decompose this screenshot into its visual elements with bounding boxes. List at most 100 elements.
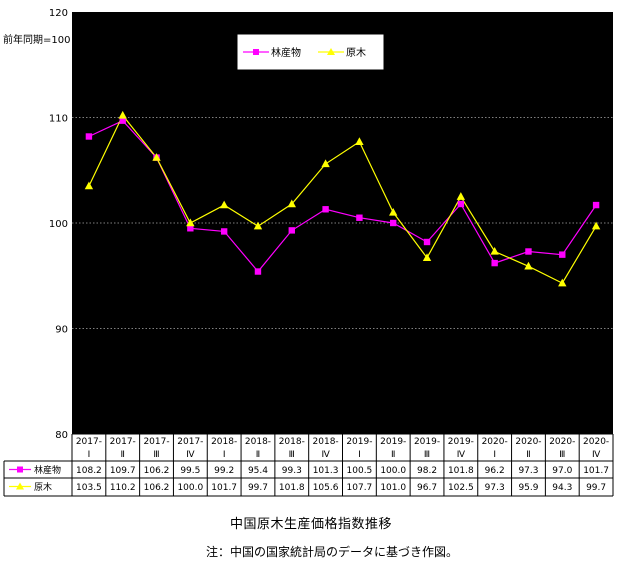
x-tick-quarter: Ⅰ (358, 450, 361, 460)
data-label-原木: 107.7 (347, 483, 373, 493)
x-tick-quarter: Ⅳ (457, 450, 466, 460)
data-point-林産物 (322, 206, 329, 213)
y-tick-label: 120 (49, 8, 68, 19)
x-tick-year: 2019- (414, 437, 440, 447)
x-tick-year: 2017- (76, 437, 102, 447)
data-point-原木 (524, 261, 533, 270)
x-tick-year: 2017- (177, 437, 203, 447)
table-legend-marker (17, 466, 23, 473)
data-label-原木: 103.5 (76, 483, 102, 493)
y-axis-ticks: 80 90 100 110 120 (49, 8, 68, 441)
y-tick-label: 110 (49, 114, 68, 125)
data-label-林産物: 99.3 (282, 466, 302, 476)
data-label-原木: 96.7 (417, 483, 437, 493)
data-label-林産物: 95.4 (248, 466, 268, 476)
chart-caption-title: 中国原木生産価格指数推移 (229, 517, 392, 532)
x-tick-year: 2019- (346, 437, 372, 447)
x-tick-year: 2019- (380, 437, 406, 447)
x-tick-quarter: Ⅲ (289, 450, 295, 460)
legend-marker-原木 (327, 48, 335, 55)
y-tick-label: 90 (55, 325, 68, 336)
y-axis-label: 前年同期=100 (3, 33, 70, 46)
gridlines (72, 117, 613, 329)
data-label-原木: 110.2 (110, 483, 136, 493)
data-label-林産物: 106.2 (144, 466, 170, 476)
x-tick-year: 2017- (110, 437, 136, 447)
data-point-原木 (253, 221, 263, 230)
data-point-原木 (118, 110, 127, 119)
x-tick-quarter: Ⅳ (592, 450, 601, 460)
data-point-林産物 (187, 225, 194, 232)
data-point-林産物 (356, 214, 363, 221)
data-label-原木: 101.8 (279, 483, 305, 493)
data-label-原木: 99.7 (248, 483, 268, 493)
x-tick-quarter: Ⅳ (321, 450, 330, 460)
data-label-林産物: 97.0 (552, 466, 572, 476)
table-series-name: 原木 (34, 481, 52, 493)
data-point-原木 (355, 137, 364, 145)
data-label-林産物: 99.5 (180, 466, 200, 476)
data-point-林産物 (457, 200, 465, 208)
data-label-原木: 105.6 (313, 483, 339, 493)
data-point-原木 (186, 218, 195, 227)
data-label-原木: 106.2 (144, 483, 170, 493)
data-point-林産物 (390, 219, 397, 227)
data-point-林産物 (525, 248, 532, 255)
data-label-林産物: 101.7 (583, 466, 609, 476)
series-lines (84, 110, 601, 287)
x-tick-quarter: Ⅱ (256, 450, 260, 460)
x-tick-year: 2018- (279, 437, 305, 447)
data-label-原木: 101.7 (211, 483, 237, 493)
data-label-林産物: 97.3 (518, 466, 538, 476)
data-point-原木 (152, 153, 161, 161)
data-point-林産物 (423, 238, 431, 246)
data-point-原木 (591, 221, 601, 230)
data-point-原木 (490, 246, 499, 255)
chart-caption-note: 注：中国の国家統計局のデータに基づき作図。 (206, 545, 459, 559)
x-tick-quarter: Ⅰ (88, 450, 91, 460)
x-tick-year: 2020- (515, 437, 541, 447)
x-tick-year: 2020- (482, 437, 508, 447)
data-point-林産物 (119, 117, 126, 124)
legend-label-林産物: 林産物 (271, 46, 301, 59)
data-label-原木: 99.7 (586, 483, 606, 493)
data-label-林産物: 99.2 (214, 466, 234, 476)
x-tick-year: 2019- (448, 437, 474, 447)
data-point-林産物 (592, 201, 600, 209)
x-tick-quarter: Ⅲ (153, 450, 159, 460)
data-point-原木 (321, 159, 330, 168)
x-tick-year: 2020- (583, 437, 609, 447)
data-label-林産物: 101.3 (313, 466, 339, 476)
data-label-林産物: 98.2 (417, 466, 437, 476)
x-tick-quarter: Ⅰ (493, 450, 496, 460)
legend-marker-林産物 (253, 49, 259, 55)
series-line-原木 (88, 114, 597, 284)
data-label-原木: 97.3 (485, 483, 505, 493)
y-tick-label: 100 (49, 219, 68, 230)
x-tick-year: 2018- (211, 437, 237, 447)
data-point-原木 (219, 200, 229, 209)
x-tick-year: 2017- (143, 437, 169, 447)
data-label-林産物: 100.5 (347, 466, 373, 476)
data-label-林産物: 108.2 (76, 466, 102, 476)
x-tick-quarter: Ⅱ (121, 450, 125, 460)
data-label-原木: 95.9 (518, 483, 538, 493)
x-tick-quarter: Ⅱ (391, 450, 395, 460)
data-label-原木: 94.3 (552, 483, 572, 493)
data-point-林産物 (559, 251, 566, 258)
data-label-林産物: 109.7 (110, 466, 136, 476)
data-point-林産物 (491, 259, 498, 267)
data-point-原木 (456, 192, 466, 200)
data-label-林産物: 96.2 (485, 466, 505, 476)
data-point-林産物 (85, 133, 93, 140)
data-point-原木 (558, 278, 567, 287)
table-series-name: 林産物 (34, 464, 61, 476)
data-point-林産物 (288, 227, 295, 234)
x-tick-quarter: Ⅳ (186, 450, 195, 460)
series-line-林産物 (88, 119, 597, 273)
data-label-林産物: 101.8 (448, 466, 474, 476)
table-legend-marker (16, 482, 24, 490)
legend-label-原木: 原木 (346, 47, 366, 59)
data-label-林産物: 100.0 (380, 466, 406, 476)
